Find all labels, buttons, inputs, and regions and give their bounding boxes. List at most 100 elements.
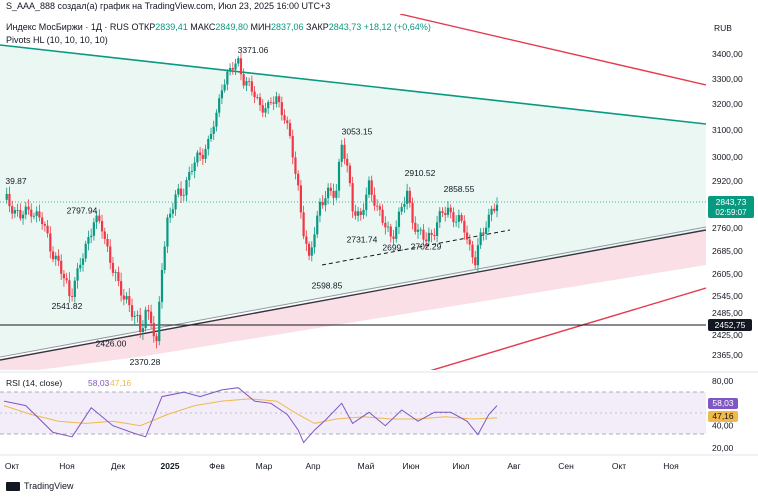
candle-body[interactable]	[27, 206, 30, 210]
candle-body[interactable]	[152, 323, 155, 337]
candle-body[interactable]	[155, 336, 158, 342]
candle-body[interactable]	[321, 201, 324, 206]
candle-body[interactable]	[79, 264, 82, 269]
candle-body[interactable]	[397, 211, 401, 227]
candle-body[interactable]	[422, 229, 425, 240]
time-axis[interactable]: Окт Ноя Дек 2025 Фев Мар Апр Май Июн Июл Авг Сен Окт…	[5, 461, 679, 471]
candle-body[interactable]	[76, 268, 79, 281]
candle-body[interactable]	[476, 245, 480, 266]
candle-body[interactable]	[209, 133, 213, 139]
candle-body[interactable]	[223, 84, 226, 91]
candle-body[interactable]	[400, 206, 403, 212]
candle-body[interactable]	[441, 211, 444, 214]
candle-body[interactable]	[158, 301, 161, 342]
candle-body[interactable]	[264, 108, 267, 113]
candle-body[interactable]	[125, 296, 128, 300]
candle-body[interactable]	[313, 234, 316, 248]
candle-body[interactable]	[414, 222, 417, 232]
candle-body[interactable]	[234, 63, 237, 70]
candle-body[interactable]	[395, 226, 398, 239]
candle-body[interactable]	[103, 231, 106, 239]
candle-body[interactable]	[493, 208, 496, 211]
candle-body[interactable]	[141, 328, 145, 333]
candle-body[interactable]	[288, 123, 292, 136]
candle-body[interactable]	[54, 255, 57, 260]
candle-body[interactable]	[318, 201, 322, 216]
candle-body[interactable]	[193, 162, 196, 172]
candle-body[interactable]	[343, 144, 346, 159]
candle-body[interactable]	[250, 81, 253, 92]
candle-body[interactable]	[30, 209, 33, 217]
candle-body[interactable]	[427, 232, 431, 242]
candle-body[interactable]	[49, 233, 52, 252]
candle-body[interactable]	[218, 98, 221, 113]
candle-body[interactable]	[90, 235, 93, 238]
candle-body[interactable]	[408, 190, 411, 203]
candle-body[interactable]	[70, 296, 74, 297]
candle-body[interactable]	[220, 90, 224, 99]
candle-body[interactable]	[212, 126, 215, 134]
candle-body[interactable]	[378, 206, 381, 210]
candle-body[interactable]	[335, 190, 338, 198]
candle-body[interactable]	[392, 236, 395, 239]
candle-body[interactable]	[16, 210, 19, 211]
candle-body[interactable]	[256, 97, 259, 98]
candle-body[interactable]	[169, 213, 172, 218]
candle-body[interactable]	[487, 214, 490, 228]
candle-body[interactable]	[305, 236, 308, 244]
candle-body[interactable]	[32, 215, 36, 217]
candle-body[interactable]	[386, 226, 390, 228]
candle-body[interactable]	[120, 281, 123, 296]
candle-body[interactable]	[87, 237, 90, 244]
candle-body[interactable]	[299, 185, 302, 213]
candle-body[interactable]	[62, 273, 66, 279]
candle-body[interactable]	[144, 309, 147, 329]
candle-body[interactable]	[332, 190, 335, 198]
candle-body[interactable]	[444, 213, 447, 215]
indicator-legend[interactable]: Pivots HL (10, 10, 10, 10)	[6, 35, 108, 45]
candle-body[interactable]	[201, 154, 204, 159]
candle-body[interactable]	[190, 171, 194, 172]
candle-body[interactable]	[65, 278, 68, 281]
candle-body[interactable]	[196, 152, 199, 163]
candle-body[interactable]	[160, 270, 164, 302]
candle-body[interactable]	[435, 222, 439, 237]
candle-body[interactable]	[185, 180, 188, 196]
candle-body[interactable]	[8, 193, 11, 207]
candle-body[interactable]	[84, 243, 87, 259]
candle-body[interactable]	[272, 102, 275, 104]
candle-body[interactable]	[490, 208, 493, 215]
candle-body[interactable]	[275, 96, 278, 104]
candle-body[interactable]	[302, 212, 305, 237]
candle-body[interactable]	[239, 58, 243, 75]
candle-body[interactable]	[463, 220, 466, 233]
candle-body[interactable]	[269, 102, 273, 103]
candle-body[interactable]	[329, 187, 332, 191]
candle-body[interactable]	[479, 232, 482, 246]
candle-body[interactable]	[109, 246, 112, 263]
candle-body[interactable]	[60, 260, 63, 274]
candle-body[interactable]	[359, 211, 362, 215]
candle-body[interactable]	[482, 232, 485, 234]
candle-body[interactable]	[24, 206, 27, 215]
candle-body[interactable]	[57, 255, 60, 261]
candle-body[interactable]	[92, 222, 95, 236]
candle-body[interactable]	[43, 224, 46, 226]
candle-body[interactable]	[226, 71, 229, 85]
candle-body[interactable]	[228, 67, 232, 72]
candle-body[interactable]	[261, 105, 264, 113]
candle-body[interactable]	[19, 210, 22, 219]
candle-body[interactable]	[100, 221, 104, 232]
candle-body[interactable]	[346, 158, 349, 166]
candle-body[interactable]	[114, 272, 117, 273]
red-channel-upper[interactable]	[399, 14, 706, 86]
candle-body[interactable]	[136, 314, 139, 316]
candle-body[interactable]	[242, 74, 245, 86]
candle-body[interactable]	[188, 171, 191, 181]
candle-body[interactable]	[449, 207, 452, 213]
candle-body[interactable]	[367, 180, 371, 195]
candle-body[interactable]	[474, 257, 477, 266]
candle-body[interactable]	[182, 195, 185, 197]
candle-body[interactable]	[356, 211, 360, 216]
